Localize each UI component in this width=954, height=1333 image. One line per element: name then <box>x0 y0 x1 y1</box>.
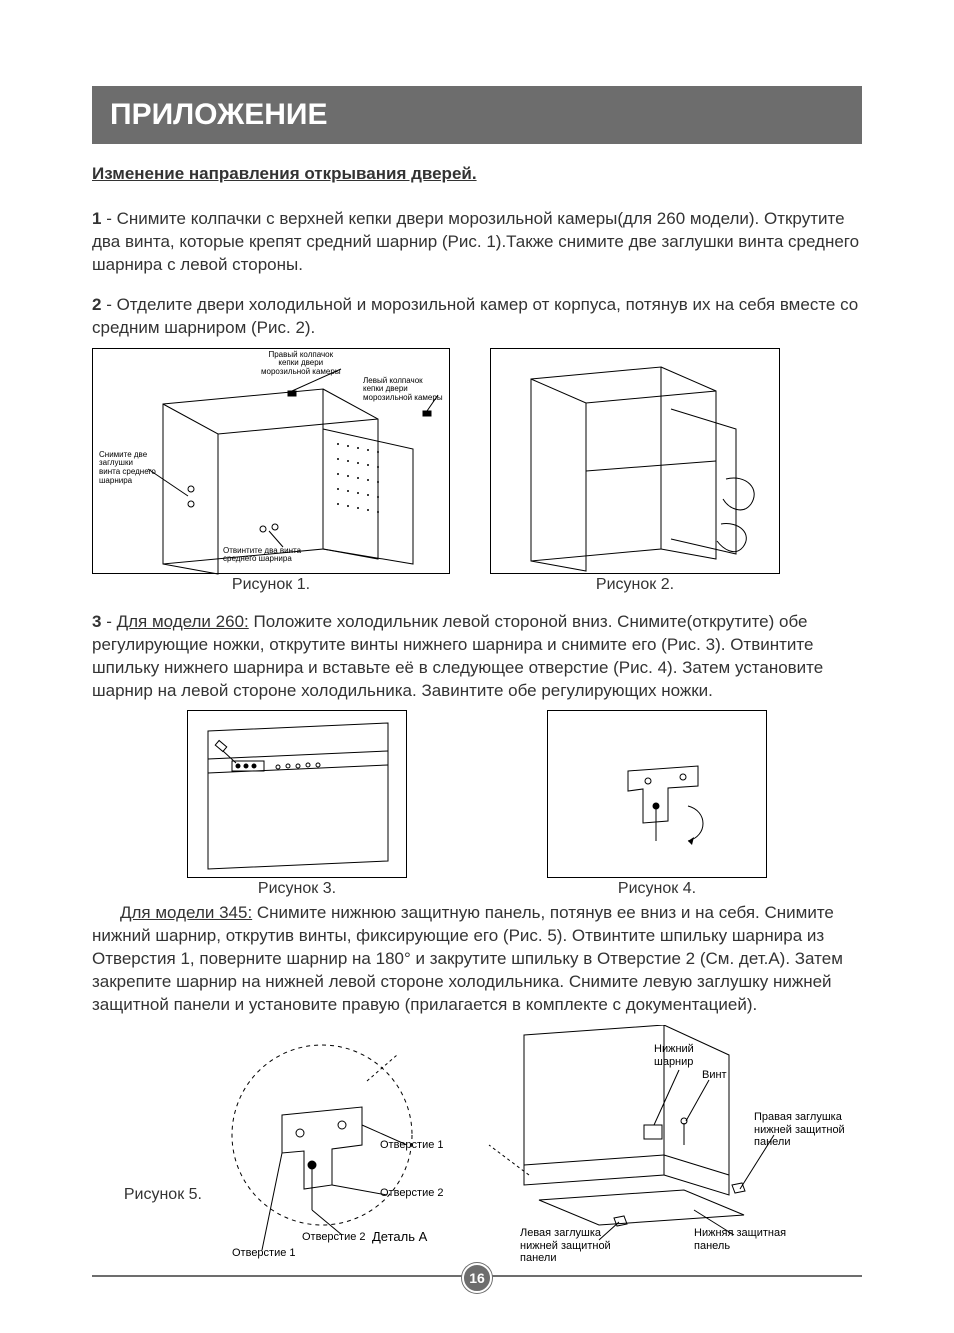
figure-3: Рисунок 3. <box>187 710 407 898</box>
figure-5-right: Нижнийшарнир Винт Правая заглушканижней … <box>484 1025 854 1265</box>
step-text: - Отделите двери холодильной и морозильн… <box>92 295 858 337</box>
step-3: 3 - Для модели 260: Положите холодильник… <box>92 611 862 703</box>
figure-2-caption: Рисунок 2. <box>596 576 674 594</box>
section-subhead: Изменение направления открывания дверей. <box>92 164 862 184</box>
step-1: 1 - Снимите колпачки с верхней кепки две… <box>92 208 862 277</box>
figure-row-3-4: Рисунок 3. <box>92 710 862 898</box>
step-model: Для модели 260: <box>117 612 249 631</box>
step-pre: - <box>101 612 116 631</box>
fig5-label-right-plug: Правая заглушканижней защитнойпанели <box>754 1111 845 1149</box>
figure-3-diagram <box>188 711 408 879</box>
figure-5-caption: Рисунок 5. <box>92 1086 202 1204</box>
figure-4-diagram <box>548 711 768 879</box>
figure-3-caption: Рисунок 3. <box>258 880 336 898</box>
fig1-label-unscrew: Отвинтите два винтасреднего шарнира <box>223 547 301 565</box>
manual-page: ПРИЛОЖЕНИЕ Изменение направления открыва… <box>0 0 954 1333</box>
figure-row-1-2: Правый колпачоккепки двериморозильной ка… <box>92 348 862 594</box>
step-text: - Снимите колпачки с верхней кепки двери… <box>92 209 859 274</box>
figure-1: Правый колпачоккепки двериморозильной ка… <box>92 348 450 594</box>
step-model: Для модели 345: <box>120 903 252 922</box>
fig5-label-lower-hinge: Нижнийшарнир <box>654 1043 694 1068</box>
fig5-label-lower-panel: Нижняя защитнаяпанель <box>694 1227 786 1252</box>
fig5-label-screw: Винт <box>702 1069 727 1082</box>
fig1-label-left-plugs: Снимите двезаглушкивинта среднегошарнира <box>99 451 156 486</box>
figure-2: Рисунок 2. <box>490 348 780 594</box>
fig5-label-hole2: Отверстие 2 <box>380 1187 444 1200</box>
page-header: ПРИЛОЖЕНИЕ <box>92 86 862 144</box>
figure-4-frame <box>547 710 767 878</box>
figure-5-left: Отверстие 1 Отверстие 2 Отверстие 2 Отве… <box>212 1025 474 1265</box>
figure-5-row: Рисунок 5. <box>92 1025 862 1265</box>
figure-1-frame: Правый колпачоккепки двериморозильной ка… <box>92 348 450 574</box>
fig5-label-hole2b: Отверстие 2 <box>302 1231 366 1244</box>
step-4: Для модели 345: Снимите нижнюю защитную … <box>92 902 862 1017</box>
figure-4-caption: Рисунок 4. <box>618 880 696 898</box>
step-2: 2 - Отделите двери холодильной и морозил… <box>92 294 862 340</box>
figure-1-caption: Рисунок 1. <box>232 576 310 594</box>
fig5-label-hole1: Отверстие 1 <box>380 1139 444 1152</box>
fig5-label-hole1b: Отверстие 1 <box>232 1247 296 1260</box>
figure-3-frame <box>187 710 407 878</box>
figure-4: Рисунок 4. <box>547 710 767 898</box>
figure-2-diagram <box>491 349 781 575</box>
fig1-label-right-cap: Правый колпачоккепки двериморозильной ка… <box>261 351 341 377</box>
figure-2-frame <box>490 348 780 574</box>
page-footer: 16 <box>92 1275 862 1277</box>
fig5-label-detailA: Деталь A <box>372 1229 427 1245</box>
fig5-label-left-plug: Левая заглушканижней защитнойпанели <box>520 1227 611 1265</box>
fig1-label-left-cap: Левый колпачоккепки двериморозильной кам… <box>363 377 443 403</box>
page-number-badge: 16 <box>462 1263 492 1293</box>
